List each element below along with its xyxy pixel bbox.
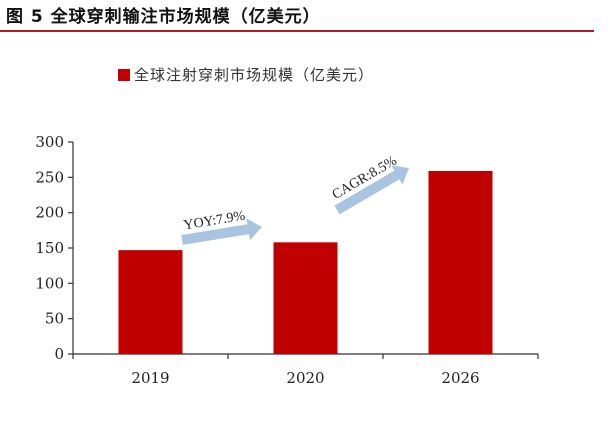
y-tick-label: 300 <box>35 133 64 151</box>
x-tick-label: 2019 <box>131 369 169 387</box>
bar-2020 <box>273 242 338 354</box>
x-tick-label: 2020 <box>286 369 324 387</box>
y-tick-label: 50 <box>45 310 64 328</box>
yoy-arrow: YOY:7.9% <box>181 209 263 245</box>
legend-label: 全球注射穿刺市场规模（亿美元） <box>134 66 375 84</box>
y-tick-label: 100 <box>35 274 64 292</box>
legend-swatch <box>118 68 130 81</box>
y-tick-label: 0 <box>54 345 64 363</box>
chart-legend: 全球注射穿刺市场规模（亿美元） <box>118 64 374 85</box>
cagr-arrow: CAGR:8.5% <box>330 153 410 215</box>
y-tick-label: 150 <box>35 239 64 257</box>
y-tick-label: 200 <box>35 204 64 222</box>
bar-2026 <box>428 170 493 354</box>
arrow-icon <box>181 218 263 245</box>
y-tick-label: 250 <box>35 168 64 186</box>
bar-2019 <box>118 250 183 354</box>
figure-title: 图 5 全球穿刺输注市场规模（亿美元） <box>6 7 321 27</box>
arrow-icon <box>334 165 410 215</box>
title-divider <box>0 30 594 32</box>
x-tick-label: 2026 <box>441 369 479 387</box>
